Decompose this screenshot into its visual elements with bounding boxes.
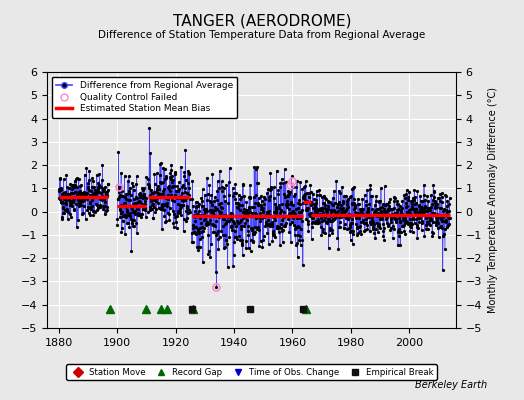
Legend: Station Move, Record Gap, Time of Obs. Change, Empirical Break: Station Move, Record Gap, Time of Obs. C… [66,364,437,380]
Text: TANGER (AERODROME): TANGER (AERODROME) [173,14,351,29]
Text: Berkeley Earth: Berkeley Earth [415,380,487,390]
Y-axis label: Monthly Temperature Anomaly Difference (°C): Monthly Temperature Anomaly Difference (… [488,87,498,313]
Text: Difference of Station Temperature Data from Regional Average: Difference of Station Temperature Data f… [99,30,425,40]
